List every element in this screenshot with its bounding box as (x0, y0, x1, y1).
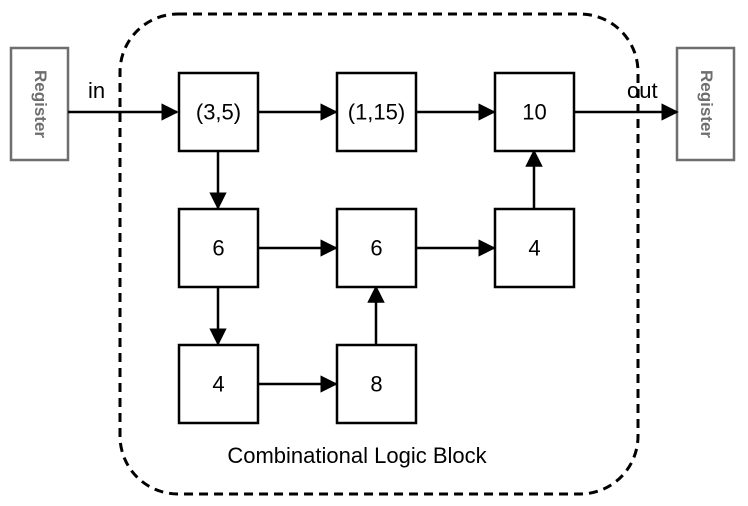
node-n7-label: 4 (212, 372, 224, 397)
block-label: Combinational Logic Block (227, 443, 487, 468)
node-n5: 6 (335, 207, 418, 289)
node-n1: (3,5) (177, 71, 260, 153)
combinational-logic-boundary (118, 12, 640, 496)
node-n5-label: 6 (370, 236, 382, 261)
node-n2: (1,15) (335, 71, 418, 153)
node-n8-label: 8 (370, 372, 382, 397)
node-n7: 4 (177, 343, 260, 425)
node-n3-label: 10 (522, 100, 546, 125)
node-n3: 10 (493, 71, 576, 153)
node-n6: 4 (493, 207, 576, 289)
node-n2-label: (1,15) (348, 100, 405, 125)
right-register: Register (675, 46, 736, 162)
output-label: out (627, 78, 658, 103)
left-register-label: Register (31, 70, 50, 138)
node-n6-label: 4 (528, 236, 540, 261)
node-n4: 6 (177, 207, 260, 289)
node-n1-label: (3,5) (196, 100, 241, 125)
left-register: Register (9, 46, 70, 162)
left-register-box (9, 46, 70, 162)
node-n4-label: 6 (212, 236, 224, 261)
node-n8: 8 (335, 343, 418, 425)
right-register-label: Register (697, 70, 716, 138)
input-label: in (88, 78, 105, 103)
